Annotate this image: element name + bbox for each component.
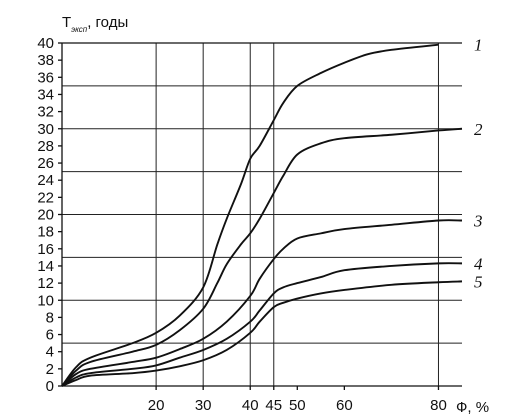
y-tick-label-32: 32 [37,104,54,121]
y-tick-label-10: 10 [37,292,54,309]
series-label-3: 3 [473,212,483,231]
y-tick-label-12: 12 [37,275,54,292]
x-axis-unit: Ф, % [456,399,489,416]
series-label-5: 5 [474,272,483,291]
y-tick-label-20: 20 [37,207,54,224]
y-tick-label-40: 40 [37,35,54,52]
y-tick-label-34: 34 [37,86,54,103]
y-tick-label-0: 0 [46,378,54,395]
y-tick-label-22: 22 [37,189,54,206]
y-tick-label-2: 2 [46,361,54,378]
series-line-3 [61,219,463,387]
x-tick-label-80: 80 [430,397,447,414]
x-tick-label-45: 45 [265,397,282,414]
y-axis-title-sub: эксп [71,25,88,34]
series-line-5 [61,280,463,387]
y-tick-label-38: 38 [37,52,54,69]
x-tick-label-60: 60 [336,397,353,414]
series-curves [61,43,463,387]
y-tick-label-28: 28 [37,138,54,155]
y-tick-label-8: 8 [46,309,54,326]
x-tick-label-30: 30 [195,397,212,414]
grid [62,43,462,386]
x-tick-label-50: 50 [289,397,306,414]
y-axis-title-suffix: , годы [87,14,128,31]
x-tick-label-20: 20 [148,397,165,414]
series-line-2 [61,127,463,387]
series-label-2: 2 [474,120,483,139]
series-labels: 1 2 3 45 [473,36,483,292]
y-tick-label-16: 16 [37,241,54,258]
y-tick-label-4: 4 [46,344,54,361]
x-axis-ticks: 20 30 40 45 50 60 80 [148,386,447,414]
y-tick-label-24: 24 [37,172,54,189]
y-tick-label-18: 18 [37,224,54,241]
series-label-4: 4 [474,254,483,273]
y-axis-title-main: T [62,14,71,31]
y-tick-label-26: 26 [37,155,54,172]
x-tick-label-40: 40 [242,397,259,414]
y-tick-label-14: 14 [37,258,54,275]
series-label-1: 1 [474,36,483,55]
y-tick-label-30: 30 [37,121,54,138]
series-line-4 [61,262,463,387]
y-axis-title: Tэксп, годы [62,14,128,34]
series-line-1 [61,43,439,387]
y-tick-label-36: 36 [37,69,54,86]
y-tick-label-6: 6 [46,327,54,344]
